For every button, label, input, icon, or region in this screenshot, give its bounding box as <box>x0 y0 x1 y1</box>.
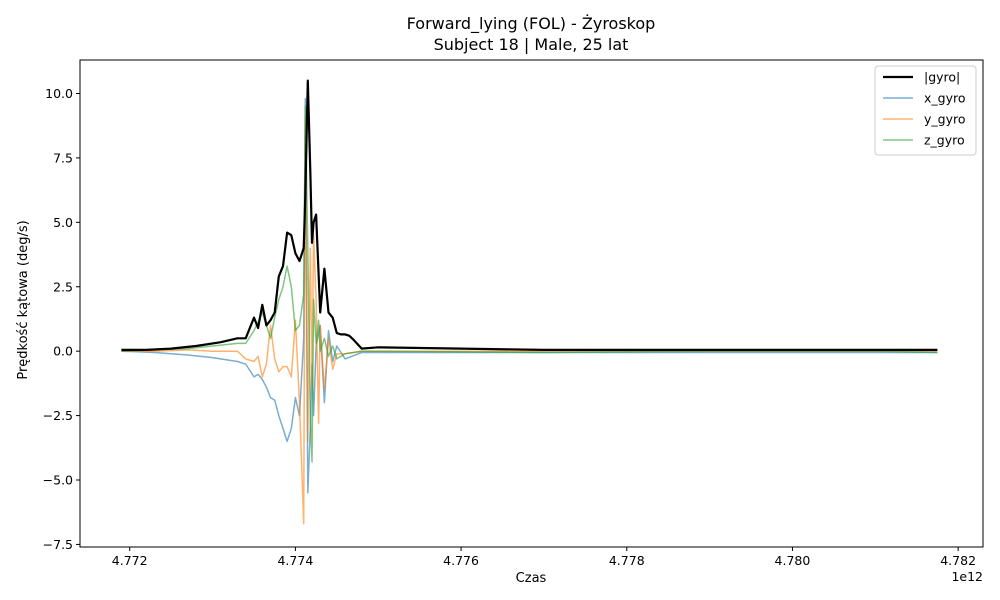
legend: |gyro| x_gyro y_gyro z_gyro <box>874 65 977 156</box>
y-tick-label: 10.0 <box>45 86 73 101</box>
legend-box <box>874 65 977 156</box>
y-tick-label: 0.0 <box>53 344 73 359</box>
x-axis-label: Czas <box>516 571 547 586</box>
chart-subtitle: Subject 18 | Male, 25 lat <box>434 35 629 54</box>
series-line-ygyro <box>121 118 938 525</box>
legend-label: y_gyro <box>924 112 966 127</box>
legend-label: z_gyro <box>924 133 965 148</box>
y-axis-label: Prędkość kątowa (deg/s) <box>16 220 31 379</box>
y-tick-label: 2.5 <box>53 279 73 294</box>
y-tick-label: 7.5 <box>53 150 73 165</box>
plot-frame <box>79 59 984 548</box>
y-tick-label: −2.5 <box>43 408 73 423</box>
x-tick-label: 4.776 <box>443 553 479 568</box>
legend-label: x_gyro <box>924 91 966 106</box>
legend-label: |gyro| <box>924 70 960 85</box>
x-tick-label: 4.780 <box>775 553 811 568</box>
y-tick-label: −5.0 <box>43 473 73 488</box>
series-line-zgyro <box>121 105 938 463</box>
x-tick-label: 4.772 <box>112 553 148 568</box>
y-axis: −7.5 −5.0 −2.5 0.0 2.5 5.0 7.5 10.0 <box>43 86 80 552</box>
chart-title: Forward_lying (FOL) - Żyroskop <box>407 14 656 34</box>
x-axis: 4.772 4.774 4.776 4.778 4.780 4.782 <box>112 547 976 568</box>
y-tick-label: −7.5 <box>43 537 73 552</box>
series-line-xgyro <box>121 97 938 494</box>
plot-lines <box>121 79 938 525</box>
x-offset-label: 1e12 <box>951 569 983 584</box>
y-tick-label: 5.0 <box>53 215 73 230</box>
x-tick-label: 4.774 <box>277 553 313 568</box>
series-line-gyro <box>121 79 938 351</box>
x-tick-label: 4.782 <box>940 553 976 568</box>
x-tick-label: 4.778 <box>609 553 645 568</box>
